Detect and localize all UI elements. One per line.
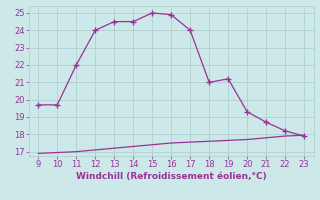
X-axis label: Windchill (Refroidissement éolien,°C): Windchill (Refroidissement éolien,°C) xyxy=(76,172,267,181)
